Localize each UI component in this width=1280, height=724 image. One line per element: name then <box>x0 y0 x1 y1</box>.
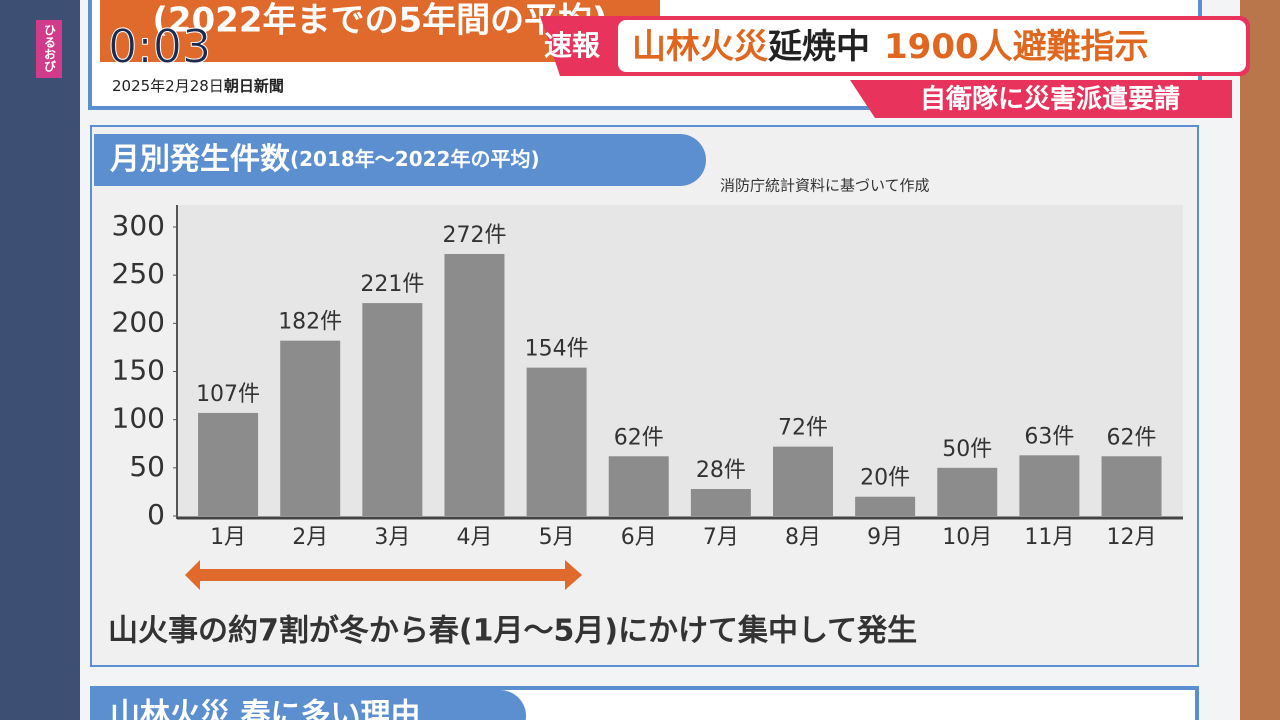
annotation: 山火事の約7割が冬から春(1月～5月)にかけて集中して発生 <box>108 614 917 649</box>
next-panel-tab <box>94 690 526 724</box>
value-label: 62件 <box>1107 425 1157 450</box>
breaking-label: 速報 <box>544 29 601 62</box>
bar <box>444 253 505 516</box>
next-panel-title: 山林火災 春に多い理由 <box>110 698 420 721</box>
x-tick-label: 4月 <box>456 525 492 550</box>
headline-box <box>618 20 1246 72</box>
headline-part: 延焼中 <box>768 27 870 67</box>
x-tick-label: 1月 <box>210 525 246 550</box>
x-tick-label: 11月 <box>1024 525 1074 550</box>
value-label: 20件 <box>860 466 910 491</box>
x-tick-label: 3月 <box>374 525 410 550</box>
bar <box>362 303 423 516</box>
plot-area <box>177 205 1183 518</box>
title-tab <box>94 134 706 186</box>
x-tick-label: 12月 <box>1107 525 1157 550</box>
logo-box <box>36 20 62 78</box>
value-label: 182件 <box>278 310 342 335</box>
x-tick-label: 8月 <box>785 525 821 550</box>
bar <box>937 467 998 516</box>
chart-subtitle: (2018年～2022年の平均) <box>290 147 540 171</box>
y-tick-label: 100 <box>112 402 165 435</box>
headline-part: 山林火災 <box>632 27 768 67</box>
y-tick-label: 150 <box>112 354 165 387</box>
bar <box>608 456 669 516</box>
logo: ひるおび <box>43 24 57 73</box>
y-tick-label: 300 <box>112 209 165 242</box>
x-tick-label: 9月 <box>867 525 903 550</box>
value-label: 63件 <box>1024 424 1074 449</box>
value-label: 28件 <box>696 458 746 483</box>
y-tick-label: 0 <box>147 498 165 531</box>
x-tick-label: 2月 <box>292 525 328 550</box>
bar <box>773 446 833 516</box>
bar <box>198 412 259 516</box>
background-right <box>1240 0 1280 720</box>
chart-source: 消防庁統計資料に基づいて作成 <box>720 177 930 195</box>
y-tick-label: 50 <box>129 450 165 483</box>
chart-title-line: 月別発生件数(2018年～2022年の平均) <box>110 142 540 177</box>
date: 2025年2月28日 <box>112 77 224 95</box>
background-left <box>0 0 90 720</box>
y-tick-label: 200 <box>112 305 165 338</box>
bar <box>1101 456 1162 516</box>
x-tick-label: 7月 <box>703 525 739 550</box>
x-tick-label: 6月 <box>621 525 657 550</box>
clock: 0:03 <box>108 20 211 74</box>
headline-part: 1900人避難指示 <box>884 27 1149 67</box>
period-arrow <box>185 560 582 590</box>
bar <box>280 340 341 516</box>
value-label: 154件 <box>525 337 589 362</box>
plot: 0 50 100 150 200 250 300 107件 1月 182件 2月 221件 3月 272件… <box>112 205 1183 550</box>
value-label: 62件 <box>614 425 664 450</box>
prev-panel-title: (2022年までの5年間の平均) <box>152 1 607 41</box>
value-label: 50件 <box>942 437 992 462</box>
subheadline: 自衛隊に災害派遣要請 <box>920 84 1180 115</box>
headline: 山林火災延焼中 1900人避難指示 <box>632 27 1149 67</box>
bar <box>690 489 751 516</box>
bar <box>855 496 916 516</box>
bar <box>1019 455 1080 516</box>
bar <box>526 367 587 516</box>
value-label: 221件 <box>360 272 424 297</box>
x-tick-label: 5月 <box>539 525 575 550</box>
subheadline-band <box>850 80 1232 118</box>
y-tick-label: 250 <box>112 257 165 290</box>
value-label: 72件 <box>778 416 828 441</box>
x-tick-label: 10月 <box>942 525 992 550</box>
chart-title: 月別発生件数 <box>110 142 291 177</box>
newspaper: 朝日新聞 <box>224 77 284 95</box>
value-label: 272件 <box>442 223 506 248</box>
value-label: 107件 <box>196 382 260 407</box>
date-line: 2025年2月28日朝日新聞 <box>112 77 284 95</box>
